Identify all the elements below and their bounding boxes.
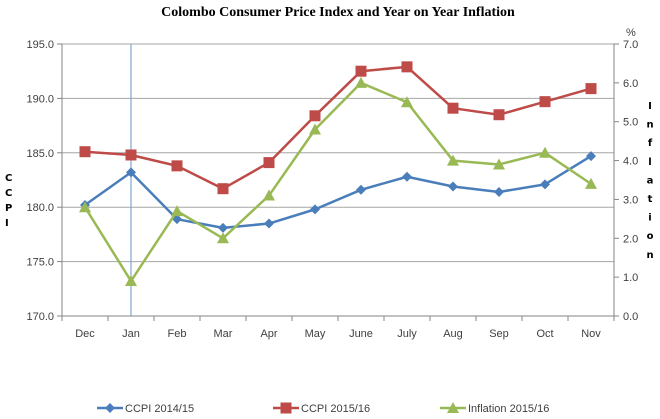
y-tick-label: 190.0 bbox=[26, 93, 54, 105]
square-marker bbox=[401, 61, 413, 73]
x-tick-label: Dec bbox=[75, 328, 95, 340]
diamond-marker bbox=[126, 167, 136, 178]
square-marker bbox=[493, 109, 505, 121]
diamond-marker bbox=[540, 179, 550, 190]
right-axis-letter: a bbox=[647, 175, 654, 186]
diamond-marker bbox=[448, 181, 458, 192]
right-axis-letter: l bbox=[648, 157, 651, 168]
diamond-marker bbox=[402, 171, 412, 182]
x-tick-label: Apr bbox=[260, 328, 277, 340]
right-axis-letter: o bbox=[647, 231, 654, 242]
diamond-marker bbox=[264, 218, 274, 229]
series-line bbox=[84, 65, 592, 190]
square-marker bbox=[217, 183, 229, 195]
y-tick-label: 175.0 bbox=[26, 257, 54, 269]
right-axis-letter: i bbox=[648, 213, 651, 224]
diamond-marker bbox=[310, 204, 320, 215]
triangle-marker bbox=[539, 146, 551, 158]
triangle-marker bbox=[171, 205, 183, 217]
triangle-marker bbox=[493, 158, 505, 170]
legend-item: CCPI 2014/15 bbox=[97, 403, 194, 415]
diamond-marker bbox=[218, 222, 228, 233]
diamond-marker bbox=[105, 403, 115, 413]
x-tick-label: June bbox=[349, 328, 373, 340]
diamond-marker bbox=[494, 186, 504, 197]
diamond-marker bbox=[586, 151, 596, 162]
right-axis-letter: n bbox=[646, 250, 653, 261]
right-axis-letter: f bbox=[648, 138, 653, 149]
y2-tick-label: 4.0 bbox=[623, 156, 638, 168]
left-axis-letter: I bbox=[5, 218, 9, 229]
triangle-marker bbox=[263, 189, 275, 201]
y-tick-label: 185.0 bbox=[26, 148, 54, 160]
y2-tick-label: 1.0 bbox=[623, 272, 638, 284]
x-tick-label: Oct bbox=[536, 328, 553, 340]
series-ccpi-2015-16 bbox=[79, 61, 597, 195]
series-group bbox=[79, 61, 597, 287]
square-marker bbox=[79, 146, 91, 158]
x-tick-label: July bbox=[397, 328, 417, 340]
square-marker bbox=[447, 102, 459, 114]
series-ccpi-2014-15 bbox=[80, 151, 596, 233]
triangle-marker bbox=[401, 96, 413, 108]
triangle-marker bbox=[79, 201, 91, 213]
x-tick-label: Sep bbox=[489, 328, 509, 340]
square-marker bbox=[355, 65, 367, 77]
chart-title: Colombo Consumer Price Index and Year on… bbox=[161, 5, 515, 20]
triangle-marker bbox=[217, 232, 229, 244]
y2-tick-label: 5.0 bbox=[623, 117, 638, 129]
legend-label: Inflation 2015/16 bbox=[468, 403, 549, 415]
x-tick-label: Feb bbox=[168, 328, 187, 340]
series-line bbox=[84, 154, 592, 230]
triangle-marker bbox=[309, 123, 321, 135]
series-inflation-2015-16 bbox=[79, 76, 597, 287]
left-axis-letter: P bbox=[5, 203, 12, 214]
triangle-marker bbox=[355, 76, 367, 88]
square-marker bbox=[309, 110, 321, 122]
axes: 170.0 175.0 180.0 185.0 190.0 195.0 0.0 1.0 2.0 3… bbox=[26, 39, 638, 340]
left-axis-label: CCPI bbox=[5, 173, 12, 229]
diamond-marker bbox=[356, 184, 366, 195]
square-marker bbox=[585, 83, 597, 95]
square-marker bbox=[263, 157, 275, 169]
y2-tick-label: 0.0 bbox=[623, 311, 638, 323]
right-axis-letter: t bbox=[648, 194, 653, 205]
square-marker bbox=[125, 149, 137, 161]
legend-item: CCPI 2015/16 bbox=[273, 402, 370, 415]
triangle-marker bbox=[125, 275, 137, 287]
legend-label: CCPI 2015/16 bbox=[301, 403, 370, 415]
legend: CCPI 2014/15 CCPI 2015/16 Inflation 2015/1… bbox=[97, 402, 549, 415]
y2-tick-label: 6.0 bbox=[623, 78, 638, 90]
y-tick-label: 170.0 bbox=[26, 311, 54, 323]
x-tick-label: May bbox=[305, 328, 326, 340]
y-tick-label: 195.0 bbox=[26, 39, 54, 51]
left-axis-letter: C bbox=[5, 173, 12, 184]
y-tick-label: 180.0 bbox=[26, 202, 54, 214]
legend-label: CCPI 2014/15 bbox=[125, 403, 194, 415]
x-tick-label: Aug bbox=[443, 328, 463, 340]
gridlines bbox=[62, 43, 614, 317]
square-marker bbox=[539, 96, 551, 108]
right-axis-label: Inflation bbox=[646, 101, 653, 261]
y2-unit-label: % bbox=[626, 27, 636, 39]
triangle-marker bbox=[447, 402, 459, 413]
x-tick-label: Mar bbox=[214, 328, 233, 340]
x-tick-label: Nov bbox=[581, 328, 601, 340]
y2-tick-label: 7.0 bbox=[623, 39, 638, 51]
legend-item: Inflation 2015/16 bbox=[440, 402, 549, 415]
triangle-marker bbox=[447, 154, 459, 166]
triangle-marker bbox=[585, 177, 597, 189]
square-marker bbox=[171, 160, 183, 172]
left-axis-letter: C bbox=[5, 188, 12, 199]
series-line bbox=[83, 81, 592, 283]
y2-tick-label: 3.0 bbox=[623, 194, 638, 206]
right-axis-letter: I bbox=[648, 101, 652, 112]
y2-tick-label: 2.0 bbox=[623, 233, 638, 245]
x-tick-label: Jan bbox=[122, 328, 140, 340]
square-marker bbox=[280, 402, 292, 414]
right-axis-letter: n bbox=[646, 120, 653, 131]
